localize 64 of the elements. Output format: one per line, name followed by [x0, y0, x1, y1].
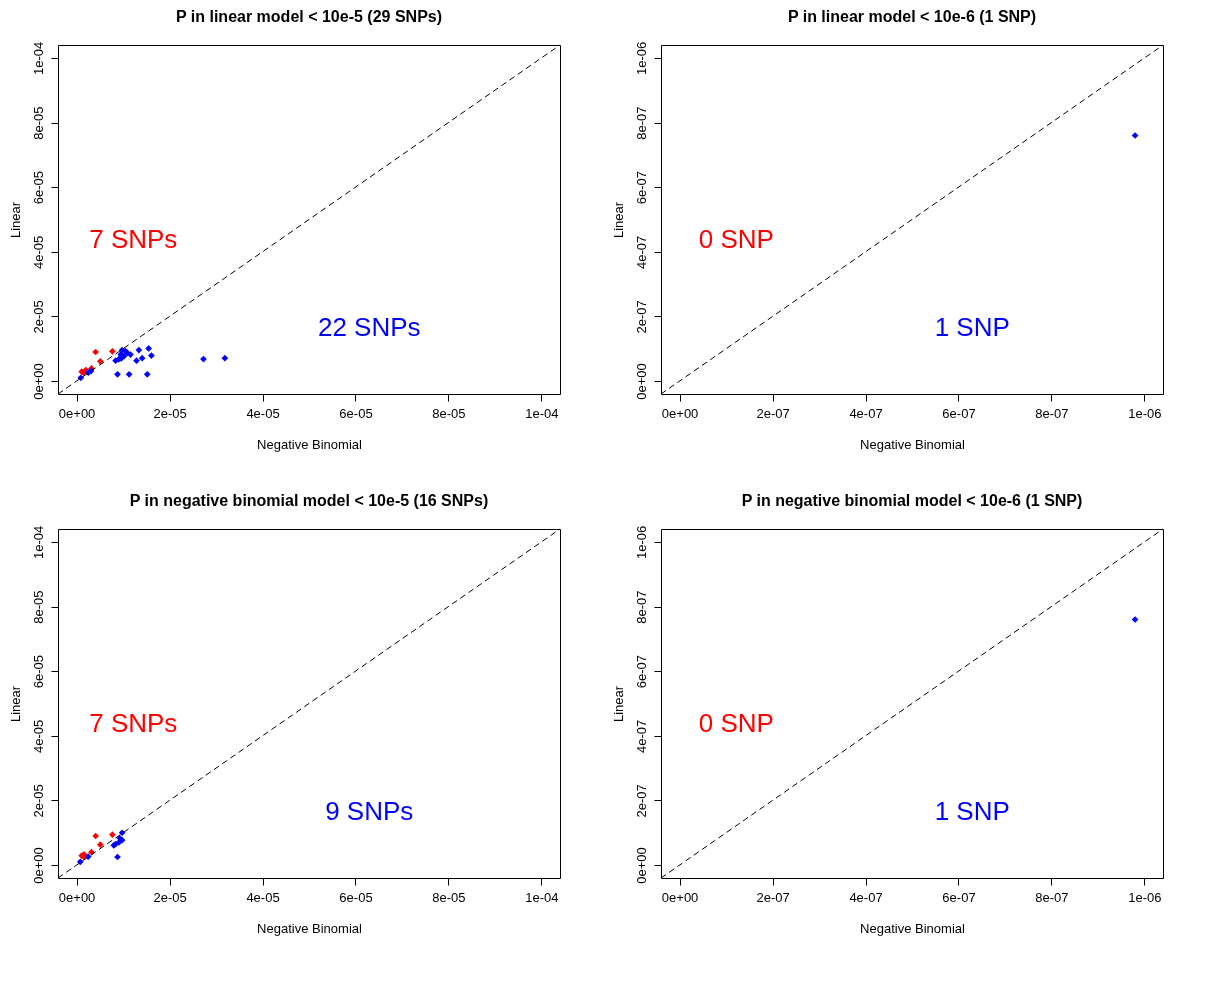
x-tick-label: 8e-05 [432, 889, 466, 905]
x-tick-label: 4e-07 [849, 405, 883, 421]
x-tick-label: 8e-05 [432, 405, 466, 421]
x-tick-label: 4e-05 [246, 405, 280, 421]
y-tick-label: 6e-05 [30, 171, 46, 205]
y-tick-label: 1e-04 [30, 41, 46, 76]
y-tick-label: 1e-06 [633, 525, 649, 560]
chart-title: P in linear model < 10e-5 (29 SNPs) [175, 8, 443, 26]
y-tick-label: 2e-07 [633, 784, 649, 818]
y-tick-label: 4e-07 [633, 235, 649, 269]
text: 1 SNP [934, 311, 1010, 342]
chart-title: P in negative binomial model < 10e-5 (16 SNPs) [129, 492, 489, 510]
y-axis-title: Linear [610, 201, 626, 239]
y-tick-label: 1e-06 [633, 41, 649, 76]
y-tick-label: 4e-05 [30, 235, 46, 269]
x-tick-label: 2e-07 [756, 405, 790, 421]
x-tick-label: 1e-04 [525, 889, 559, 905]
x-tick-label: 8e-07 [1035, 889, 1069, 905]
x-axis-title: Negative Binomial [860, 920, 965, 936]
y-tick-label: 4e-07 [633, 719, 649, 753]
x-tick-label: 6e-07 [942, 405, 976, 421]
y-axis-title: Linear [7, 201, 23, 239]
x-tick-label: 2e-07 [756, 889, 790, 905]
x-tick-label: 6e-05 [339, 889, 373, 905]
x-tick-label: 0e+00 [58, 889, 96, 905]
x-tick-label: 2e-05 [153, 889, 187, 905]
x-tick-label: 1e-06 [1128, 889, 1162, 905]
x-axis-title: Negative Binomial [257, 920, 362, 936]
text: 9 SNPs [325, 795, 414, 826]
legend-label: 0 SNP [698, 708, 774, 739]
y-tick-label: 8e-05 [30, 106, 46, 140]
y-tick-label: 8e-07 [633, 106, 649, 140]
y-tick-label: 8e-07 [633, 590, 649, 624]
x-axis-title: Negative Binomial [860, 436, 965, 452]
y-tick-label: 2e-05 [30, 784, 46, 818]
y-tick-label: 2e-05 [30, 300, 46, 334]
x-tick-label: 8e-07 [1035, 405, 1069, 421]
y-tick-label: 6e-05 [30, 655, 46, 689]
x-tick-label: 1e-06 [1128, 405, 1162, 421]
x-tick-label: 4e-07 [849, 889, 883, 905]
legend-label: 0 SNP [698, 224, 774, 255]
x-tick-label: 2e-05 [153, 405, 187, 421]
x-tick-label: 6e-07 [942, 889, 976, 905]
text: 1 SNP [934, 795, 1010, 826]
y-tick-label: 6e-07 [633, 171, 649, 205]
x-tick-label: 0e+00 [661, 889, 699, 905]
y-tick-label: 4e-05 [30, 719, 46, 753]
x-tick-label: 0e+00 [58, 405, 96, 421]
y-tick-label: 2e-07 [633, 300, 649, 334]
y-tick-label: 1e-04 [30, 525, 46, 560]
x-tick-label: 4e-05 [246, 889, 280, 905]
text: 22 SNPs [317, 311, 421, 342]
text: 7 SNPs [89, 224, 178, 255]
chart-title: P in negative binomial model < 10e-6 (1 SNP) [741, 492, 1083, 510]
x-tick-label: 1e-04 [525, 405, 559, 421]
y-axis-title: Linear [7, 685, 23, 723]
x-axis-title: Negative Binomial [257, 436, 362, 452]
chart-title: P in linear model < 10e-6 (1 SNP) [787, 8, 1037, 26]
x-tick-label: 0e+00 [661, 405, 699, 421]
y-tick-label: 8e-05 [30, 590, 46, 624]
text: 7 SNPs [89, 708, 178, 739]
x-tick-label: 6e-05 [339, 405, 373, 421]
y-tick-label: 6e-07 [633, 655, 649, 689]
y-axis-title: Linear [610, 685, 626, 723]
